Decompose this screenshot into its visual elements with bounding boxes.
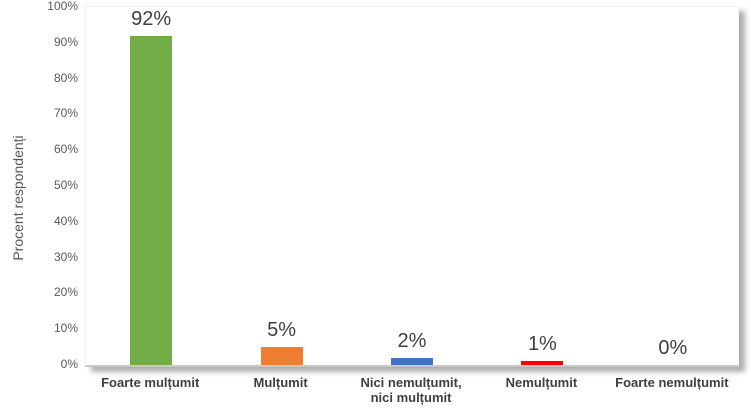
bar-data-label: 2% (397, 329, 427, 352)
y-tick-label: 20% (53, 285, 78, 300)
plot-area: 92% 5% 2% 1% 0% (85, 6, 739, 367)
bar-data-label: 1% (527, 333, 557, 356)
y-tick-label: 80% (53, 70, 78, 85)
bar (391, 357, 433, 365)
y-tick-label: 100% (47, 0, 78, 13)
category-label: Nemulțumit (505, 375, 578, 390)
bar-data-label: 0% (658, 337, 688, 359)
y-tick-label: 10% (53, 321, 78, 336)
category-label: Mulțumit (253, 375, 308, 390)
bar-data-label: 5% (267, 319, 297, 342)
y-tick-label: 30% (53, 249, 78, 264)
y-tick-label: 50% (53, 178, 78, 192)
bar (130, 35, 173, 365)
bar-data-label: 92% (131, 7, 172, 30)
y-tick-label: 40% (53, 213, 78, 228)
y-tick-label: 0% (60, 357, 78, 371)
y-tick-label: 90% (53, 34, 78, 49)
bar (260, 347, 303, 365)
category-label: Foarte nemulțumit (615, 375, 729, 390)
y-tick-label: 70% (53, 106, 78, 121)
bar (521, 361, 564, 365)
category-label: Foarte mulțumit (101, 375, 200, 390)
category-label: Nici nemulțumit, nici mulțumit (360, 375, 462, 405)
x-axis-category-labels: Foarte mulțumit Mulțumit Nici nemulțumit, … (85, 373, 737, 405)
y-tick-label: 60% (53, 142, 78, 157)
